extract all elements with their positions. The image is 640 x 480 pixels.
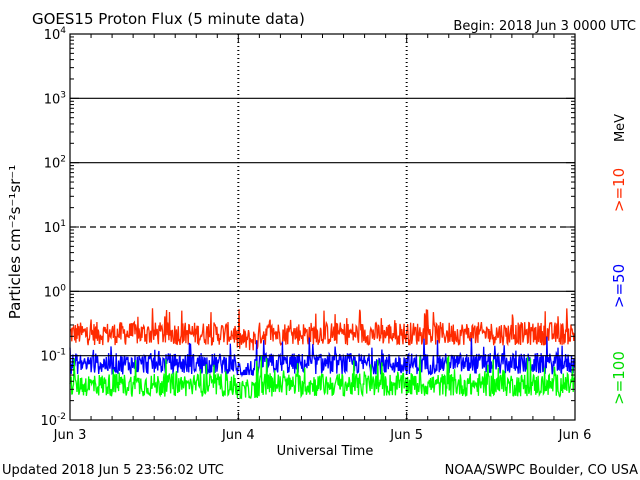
series-line-gte10 [69,308,576,351]
legend-label-gte100: >=100 [610,351,628,405]
legend-label-gte50: >=50 [610,264,628,308]
series-line-gte100 [69,355,576,400]
y-tick-label: 102 [44,155,66,172]
y-tick-label: 10-1 [40,348,66,365]
x-tick-label: Jun 5 [389,428,423,443]
y-tick-label: 100 [44,283,67,300]
series-line-gte50 [69,336,576,378]
chart-title: GOES15 Proton Flux (5 minute data) [32,10,305,28]
x-axis-label: Universal Time [277,444,374,459]
y-tick-label: 10-2 [40,412,66,429]
y-tick-label: 104 [44,26,67,43]
begin-time: Begin: 2018 Jun 3 0000 UTC [453,19,636,34]
unit-label: MeV [613,114,628,142]
x-tick-label: Jun 3 [53,428,87,443]
legend-label-gte10: >=10 [610,168,628,212]
updated-timestamp: Updated 2018 Jun 5 23:56:02 UTC [2,463,224,478]
y-tick-label: 103 [44,90,66,107]
source-credit: NOAA/SWPC Boulder, CO USA [445,463,638,478]
y-tick-label: 101 [44,219,66,236]
plot-area: 10-2 10-1 100 101 102 103 104 Jun 3 Jun 4 Jun 5 Ju… [40,26,591,443]
x-tick-label: Jun 4 [221,428,255,443]
y-axis-label: Particles cm⁻²s⁻¹sr⁻¹ [6,165,24,319]
x-tick-label: Jun 6 [558,428,592,443]
